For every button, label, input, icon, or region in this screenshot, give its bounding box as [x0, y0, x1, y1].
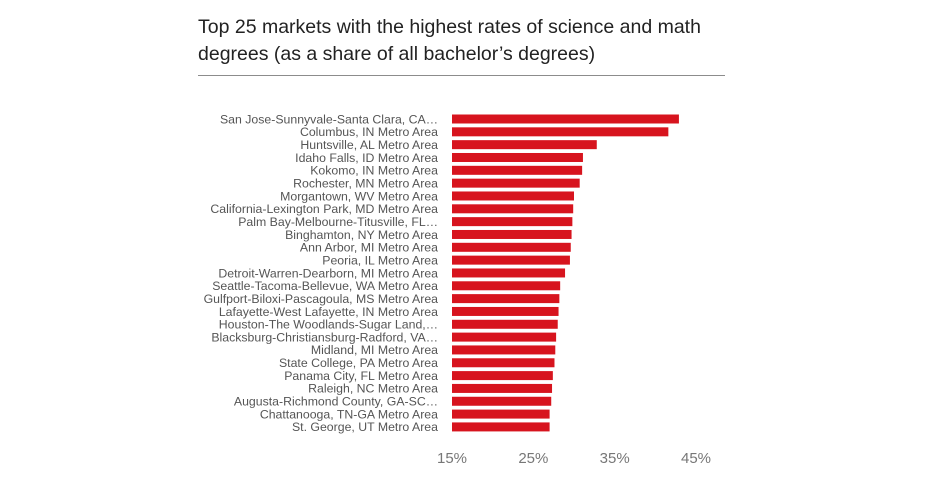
bar [452, 114, 679, 124]
bar [452, 294, 560, 304]
bar [452, 319, 558, 329]
bar [452, 396, 552, 406]
bar [452, 191, 574, 201]
category-label: Idaho Falls, ID Metro Area [295, 151, 438, 165]
x-tick-label: 35% [600, 450, 630, 467]
category-labels-group: San Jose-Sunnyvale-Santa Clara, CA…Colum… [204, 112, 439, 434]
bar [452, 217, 573, 227]
category-label: Kokomo, IN Metro Area [310, 164, 438, 178]
x-axis-tick-labels-group: 15% 25% 35% 45% [437, 450, 711, 467]
bar [452, 140, 597, 150]
bar [452, 409, 550, 419]
category-label: Blacksburg-Christiansburg-Radford, VA… [211, 330, 438, 344]
x-tick-label: 15% [437, 450, 467, 467]
bar [452, 178, 580, 188]
category-label: State College, PA Metro Area [279, 356, 438, 370]
category-label: Gulfport-Biloxi-Pascagoula, MS Metro Are… [204, 292, 439, 306]
category-label: Midland, MI Metro Area [311, 343, 438, 357]
category-label: Columbus, IN Metro Area [300, 125, 438, 139]
x-tick-label: 25% [518, 450, 548, 467]
category-label: Huntsville, AL Metro Area [300, 138, 438, 152]
bar [452, 204, 574, 214]
category-label: Seattle-Tacoma-Bellevue, WA Metro Area [212, 279, 438, 293]
bar [452, 383, 553, 393]
category-label: Lafayette-West Lafayette, IN Metro Area [219, 305, 438, 319]
title-divider [198, 75, 725, 76]
bar [452, 229, 572, 239]
category-label: Peoria, IL Metro Area [322, 253, 438, 267]
bar [452, 152, 583, 162]
category-label: Panama City, FL Metro Area [284, 369, 438, 383]
category-label: Raleigh, NC Metro Area [308, 382, 438, 396]
bar [452, 165, 583, 175]
category-label: Palm Bay-Melbourne-Titusville, FL… [238, 215, 438, 229]
category-label: Morgantown, WV Metro Area [280, 189, 438, 203]
chart-title: Top 25 markets with the highest rates of… [198, 16, 701, 65]
category-label: California-Lexington Park, MD Metro Area [210, 202, 438, 216]
category-label: San Jose-Sunnyvale-Santa Clara, CA… [220, 112, 438, 126]
bar [452, 422, 550, 432]
bar [452, 332, 557, 342]
bar [452, 242, 571, 252]
bar [452, 255, 570, 265]
bars-group [452, 114, 679, 432]
bar [452, 306, 559, 316]
category-label: St. George, UT Metro Area [292, 420, 438, 434]
category-label: Augusta-Richmond County, GA-SC… [234, 395, 438, 409]
x-tick-label: 45% [681, 450, 711, 467]
category-label: Ann Arbor, MI Metro Area [300, 241, 438, 255]
bar [452, 268, 566, 278]
bar [452, 345, 556, 355]
bar [452, 127, 669, 137]
category-label: Houston-The Woodlands-Sugar Land,… [219, 318, 438, 332]
category-label: Rochester, MN Metro Area [293, 176, 438, 190]
category-label: Detroit-Warren-Dearborn, MI Metro Area [218, 266, 438, 280]
category-label: Binghamton, NY Metro Area [285, 228, 438, 242]
bar [452, 371, 553, 381]
bar [452, 281, 561, 291]
category-label: Chattanooga, TN-GA Metro Area [260, 407, 438, 421]
bar [452, 358, 555, 368]
